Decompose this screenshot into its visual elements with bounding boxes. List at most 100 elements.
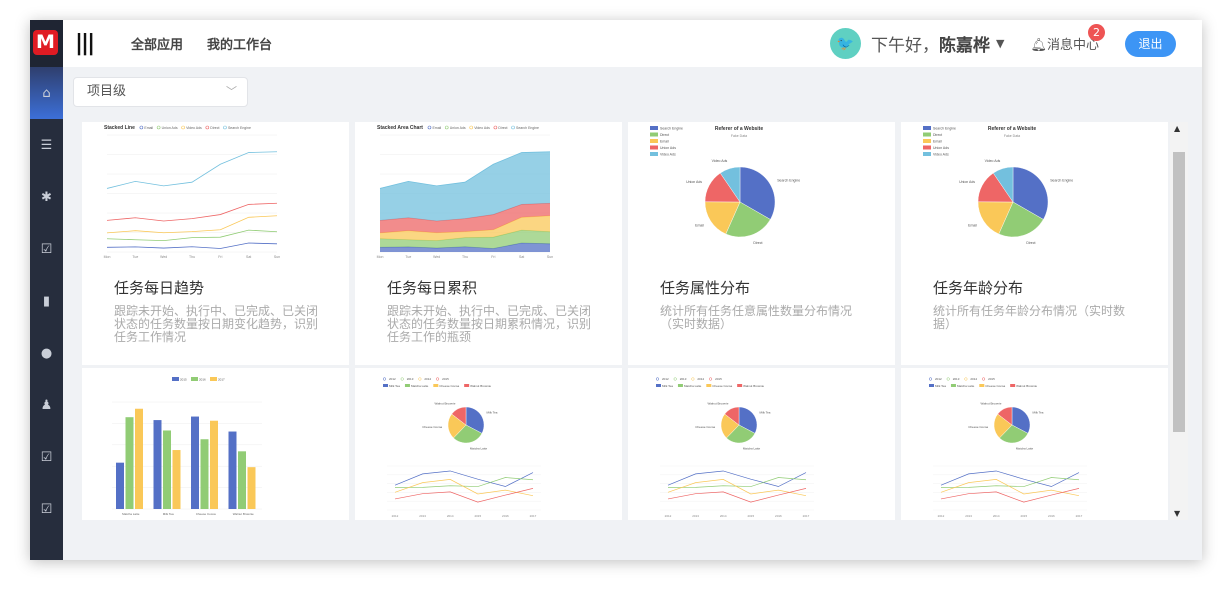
- legend-label: Video Ads: [933, 153, 949, 157]
- legend-marker: [928, 377, 933, 381]
- logout-button[interactable]: 退出: [1125, 30, 1176, 57]
- clipboard-check-icon: ☑: [40, 449, 53, 465]
- legend-label: Email: [933, 140, 942, 144]
- report-card[interactable]: Referer of a Website Fake Data Search Engi…: [901, 122, 1168, 365]
- legend-label: Matcha Latte: [411, 384, 429, 388]
- legend-label: Cheese Cocoa: [712, 384, 732, 388]
- nav-my-workbench[interactable]: 我的工作台: [207, 38, 273, 53]
- bar: [135, 408, 143, 509]
- slice-label: Milk Tea: [1033, 411, 1044, 415]
- pie-slice: [739, 166, 776, 220]
- chart-title: Stacked Line: [104, 125, 135, 131]
- legend-marker: [400, 377, 404, 381]
- report-card[interactable]: 2012 2013 2014 2015 Milk Tea Matcha Latte Chee…: [355, 368, 622, 520]
- legend-label: 2015: [715, 377, 722, 381]
- sidebar-item-tasks-3[interactable]: ☑: [30, 483, 63, 535]
- chart-thumbnail: 2012 2013 2014 2015 Milk Tea Matcha Latte Chee…: [382, 377, 541, 518]
- user-icon: ♟: [40, 397, 53, 413]
- bug-icon: ✱: [41, 189, 52, 205]
- sidebar-item-list[interactable]: ☰: [30, 119, 63, 171]
- legend-label: Direct: [210, 126, 219, 130]
- x-tick-label: 2016: [775, 514, 782, 518]
- x-tick-label: Walnut Brownie: [233, 512, 254, 516]
- pie-slice: [738, 406, 758, 434]
- legend-label: 2012: [935, 377, 942, 381]
- legend-swatch: [706, 384, 712, 387]
- x-tick-label: 2012: [938, 514, 945, 518]
- slice-label: Matcha Latte: [1016, 447, 1034, 451]
- legend-swatch: [1010, 384, 1016, 387]
- sidebar-item-tasks-2[interactable]: ☑: [30, 431, 63, 483]
- legend-swatch: [979, 384, 985, 387]
- x-tick-label: Matcha Latte: [122, 512, 140, 516]
- legend-label: Union Ads: [933, 146, 949, 150]
- clipboard-check-icon: ☑: [40, 241, 53, 257]
- scroll-down-arrow-icon[interactable]: ▼: [1174, 509, 1181, 518]
- chart-thumbnail: Stacked Line Email Union Ads Video Ads Direc…: [104, 125, 281, 259]
- message-center[interactable]: 🔔︎消息中心 2: [1030, 24, 1105, 53]
- legend-marker: [493, 125, 498, 130]
- legend-label: Matcha Latte: [957, 384, 975, 388]
- bar: [200, 439, 209, 509]
- legend-swatch: [172, 377, 179, 381]
- bar: [153, 420, 162, 509]
- report-card[interactable]: Stacked Area Chart Email Union Ads Video Ad…: [355, 122, 622, 365]
- slice-label: Direct: [753, 241, 762, 245]
- legend-label: 2012: [662, 377, 669, 381]
- sidebar-item-tasks[interactable]: ☑: [30, 223, 63, 275]
- pie-slice: [725, 201, 771, 238]
- user-greeting[interactable]: 下午好，陈嘉桦: [871, 31, 990, 56]
- report-card[interactable]: Referer of a Website Fake Data Search Engi…: [628, 122, 895, 365]
- legend-swatch: [950, 384, 956, 387]
- list-icon: ☰: [40, 137, 53, 153]
- line-series: [940, 479, 1080, 497]
- sidebar-item-globe[interactable]: ●: [30, 327, 63, 379]
- line-series: [106, 215, 278, 234]
- x-tick-label: 2013: [692, 514, 699, 518]
- report-card[interactable]: Stacked Line Email Union Ads Video Ads Direc…: [82, 122, 349, 365]
- legend-marker: [223, 125, 227, 130]
- line-series: [394, 488, 534, 503]
- line-series: [667, 470, 807, 487]
- x-tick-label: 2013: [965, 514, 972, 518]
- clipboard-check-icon: ☑: [40, 501, 53, 517]
- report-card[interactable]: 2012 2013 2014 2015 Milk Tea Matcha Latte Chee…: [628, 368, 895, 520]
- legend-marker: [181, 125, 185, 130]
- sidebar-item-user[interactable]: ♟: [30, 379, 63, 431]
- menu-toggle-icon[interactable]: |||: [75, 31, 95, 56]
- vertical-scrollbar[interactable]: ▲ ▼: [1170, 122, 1188, 520]
- message-center-label: 消息中心: [1046, 38, 1099, 53]
- sidebar-item-home[interactable]: ⌂: [30, 67, 63, 119]
- x-tick-label: Tue: [405, 255, 411, 259]
- sidebar-item-bugs[interactable]: ✱: [30, 171, 63, 223]
- x-tick-label: 2017: [530, 514, 537, 518]
- legend-swatch: [923, 126, 931, 130]
- legend-swatch: [210, 377, 217, 381]
- scrollbar-thumb[interactable]: [1173, 152, 1185, 432]
- legend-label: Cheese Cocoa: [439, 384, 459, 388]
- chart-thumbnail: Stacked Area Chart Email Union Ads Video Ad…: [377, 125, 554, 259]
- line-series: [394, 470, 534, 487]
- legend-swatch: [191, 377, 198, 381]
- slice-label: Email: [968, 223, 977, 227]
- pie-slice: [1012, 166, 1049, 220]
- top-header: ||| 全部应用 我的工作台 🐦 下午好，陈嘉桦 ▼ 🔔︎消息中心 2 退出: [63, 20, 1202, 67]
- card-description: 跟踪未开始、执行中、已完成、已关闭状态的任务数量按日期累积情况，识别任务工作的瓶…: [387, 304, 592, 344]
- nav-all-apps[interactable]: 全部应用: [131, 38, 184, 53]
- legend-swatch: [737, 384, 743, 387]
- report-card[interactable]: 2012 2013 2014 2015 Milk Tea Matcha Latte Chee…: [901, 368, 1168, 520]
- bar-chart-icon: ▮: [42, 293, 51, 309]
- caret-down-icon[interactable]: ▼: [996, 37, 1005, 50]
- avatar[interactable]: 🐦: [830, 28, 861, 59]
- sidebar-item-reports[interactable]: ▮: [30, 275, 63, 327]
- report-card-grid: Stacked Line Email Union Ads Video Ads Direc…: [82, 122, 1169, 520]
- line-series: [106, 242, 278, 249]
- bar: [163, 430, 171, 509]
- line-series: [940, 470, 1080, 487]
- line-series: [379, 151, 551, 189]
- bar: [191, 416, 199, 509]
- scroll-up-arrow-icon[interactable]: ▲: [1174, 124, 1181, 133]
- level-select[interactable]: 项目级 ﹀: [73, 77, 248, 107]
- line-series: [106, 229, 278, 242]
- report-card[interactable]: 2015 2016 2017 Matcha Latte Milk Tea Cheese C…: [82, 368, 349, 520]
